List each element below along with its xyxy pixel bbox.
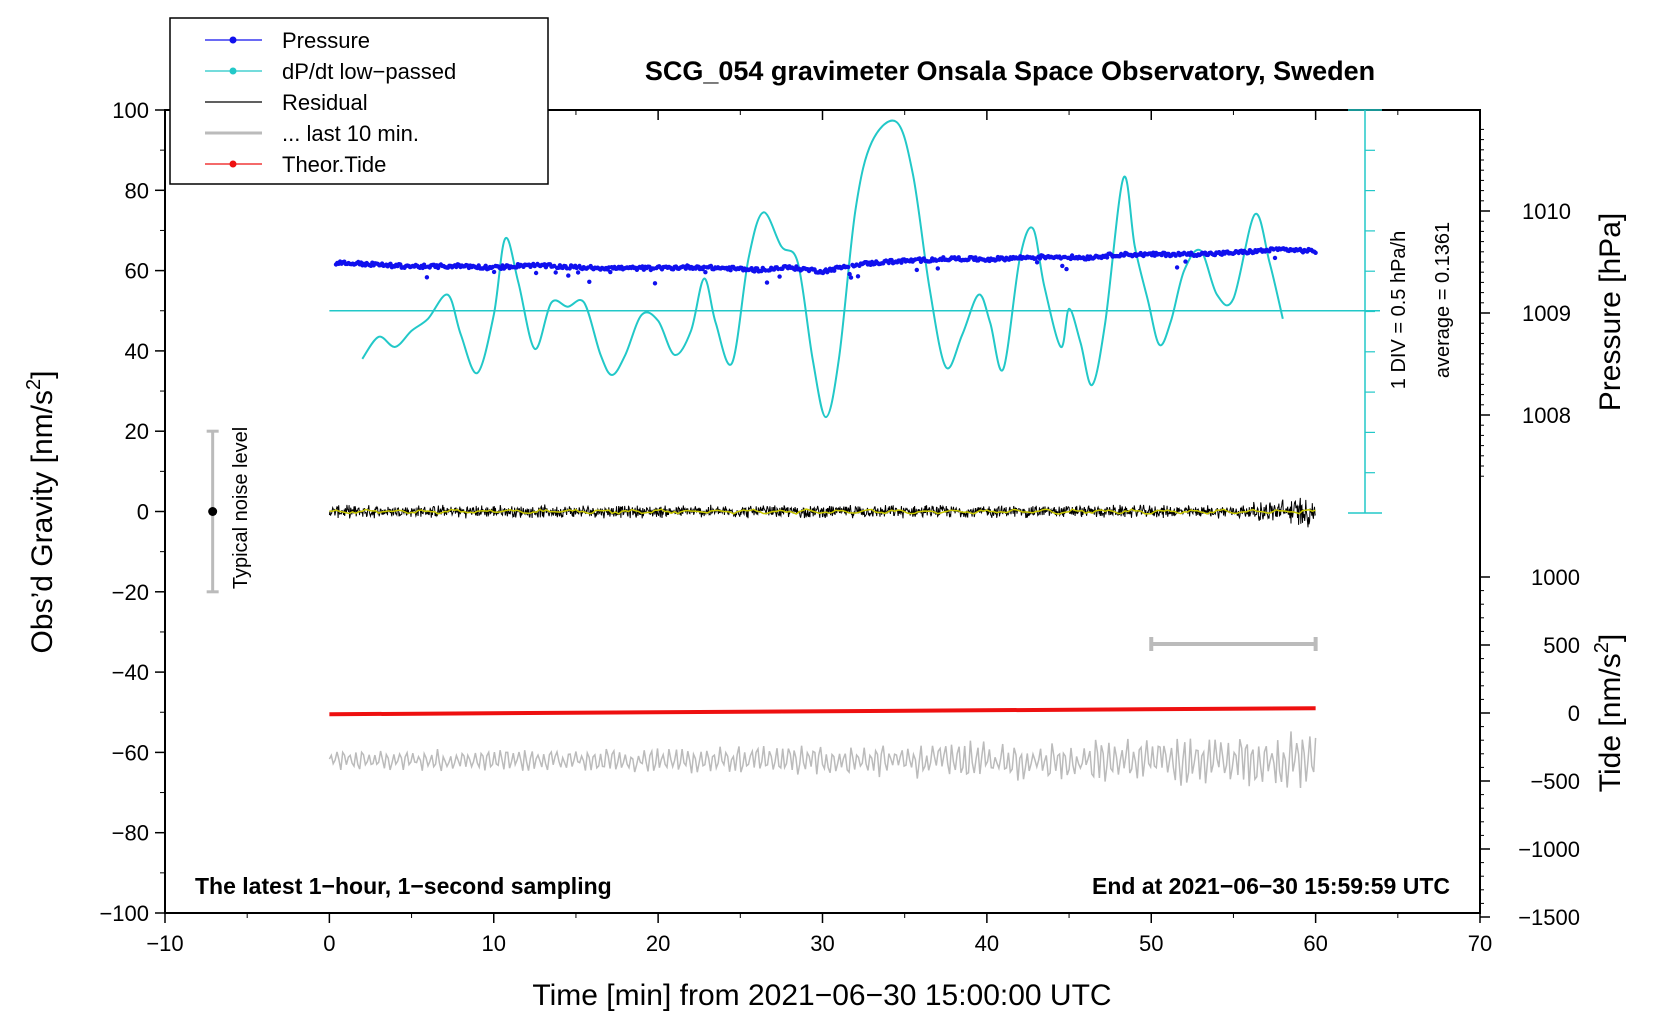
legend-marker [229,36,237,44]
last-10-min-line [328,731,1317,789]
legend-label: Residual [282,90,368,115]
y-tick-label: 60 [125,259,149,284]
y-tick-label: −80 [112,821,149,846]
footer-right-text: End at 2021−06−30 15:59:59 UTC [1092,873,1450,899]
pressure-point [935,266,940,271]
tide-tick-label: −1000 [1518,837,1580,862]
pressure-point [1174,265,1180,270]
pressure-tick-label: 1009 [1522,301,1571,326]
x-axis-ticks: −10 0 10 20 30 40 50 60 70 [146,110,1492,956]
pressure-point [847,271,852,277]
pressure-point [424,275,430,280]
x-tick-label: 50 [1139,931,1163,956]
pressure-tick-label: 1008 [1522,403,1571,428]
pressure-point [483,263,488,268]
tide-tick-label: 1000 [1531,565,1580,590]
pressure-point [1064,266,1069,272]
legend-label: Pressure [282,28,370,53]
pressure-point [491,269,497,275]
pressure-point [832,268,837,273]
pressure-point [652,281,658,286]
pressure-point [1104,255,1110,260]
y-tick-label: 100 [112,98,149,123]
tide-axis-label: Tide [nm/s2] [1591,634,1627,792]
pressure-point [533,270,539,276]
x-tick-label: 20 [646,931,670,956]
series-layer [328,119,1318,789]
chart-title: SCG_054 gravimeter Onsala Space Observat… [645,56,1375,86]
y-axis-left-ticks: 100 80 60 40 20 0 −20 −40 −60 −80 −100 [99,98,165,926]
x-tick-label: 30 [810,931,834,956]
y-tick-label: −60 [112,740,149,765]
pressure-point [914,267,919,273]
pressure-point [575,270,581,275]
legend-label: ... last 10 min. [282,121,419,146]
pressure-point [703,270,708,275]
tide-tick-label: 500 [1543,633,1580,658]
legend-marker [229,67,237,75]
legend-label: Theor.Tide [282,152,386,177]
pressure-point [1173,253,1178,258]
pressure-point [1034,260,1040,265]
pressure-point [1313,250,1318,255]
dpdt-line [361,119,1284,419]
legend-marker [229,160,237,168]
pressure-point [846,264,851,270]
dpdt-average-label: average = 0.1361 [1432,222,1454,378]
legend-box [169,17,549,185]
legend-label: dP/dt low−passed [282,59,456,84]
pressure-axis-label: Pressure [hPa] [1594,213,1627,411]
noise-level-label: Typical noise level [230,427,252,589]
residual-smoothed-line [329,508,1316,515]
tide-tick-label: −500 [1530,769,1580,794]
pressure-tick-label: 1010 [1522,199,1571,224]
y-axis-left-label: Obs’d Gravity [nm/s2] [23,371,59,654]
pressure-point [553,270,558,275]
tide-tick-label: 0 [1568,701,1580,726]
last-10-min-bar [1149,636,1318,651]
dpdt-scale-label: 1 DIV = 0.5 hPa/h [1388,231,1410,389]
pressure-point [848,275,854,280]
pressure-point [855,274,861,279]
y-tick-label: −40 [112,660,149,685]
pressure-point [587,279,592,284]
pressure-point [608,269,613,275]
pressure-point [1272,255,1278,261]
y-tick-label: 40 [125,339,149,364]
y-tick-label: 0 [137,500,149,525]
tide-tick-label: −1500 [1518,905,1580,930]
noise-level-indicator [206,429,219,594]
x-axis-label: Time [min] from 2021−06−30 15:00:00 UTC [532,979,1111,1012]
pressure-point [1060,263,1065,269]
pressure-point [777,274,782,279]
y-tick-label: −100 [99,901,149,926]
noise-center-dot [208,507,218,516]
pressure-point [1183,259,1188,264]
x-tick-label: 0 [323,931,335,956]
legend: Pressure dP/dt low−passed Residual ... last… [169,17,549,185]
x-tick-label: 60 [1303,931,1327,956]
pressure-point [566,273,571,278]
footer-left-text: The latest 1−hour, 1−second sampling [195,873,612,899]
y-tick-label: 80 [125,178,149,203]
x-tick-label: 10 [482,931,506,956]
x-tick-label: −10 [146,931,183,956]
x-tick-label: 40 [975,931,999,956]
tide-axis-ticks: 1000 500 0 −500 −1000 −1500 [1480,565,1580,930]
x-tick-label: 70 [1468,931,1492,956]
tide-line [329,706,1316,717]
pressure-point [764,280,770,285]
pressure-axis-ticks: 1010 1009 1008 [1480,128,1571,477]
y-tick-label: 20 [125,419,149,444]
y-tick-label: −20 [112,580,149,605]
